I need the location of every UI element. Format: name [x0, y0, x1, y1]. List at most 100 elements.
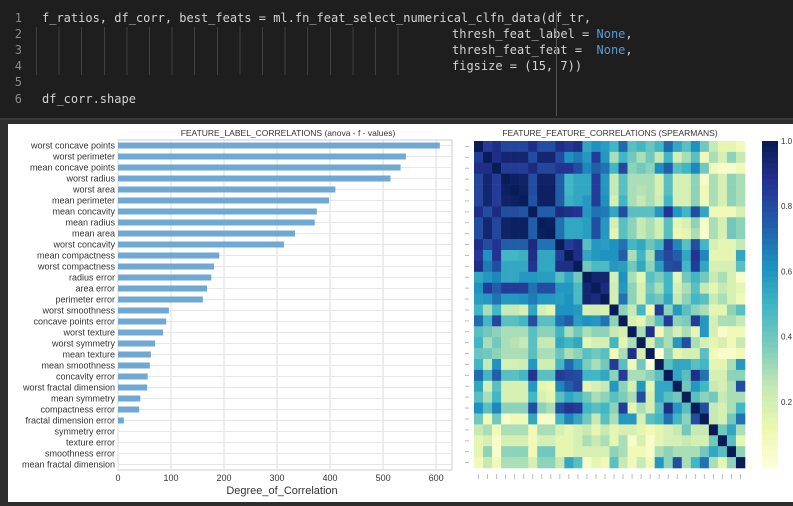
heatmap-cell: [474, 228, 483, 239]
heatmap-cell: [501, 239, 510, 250]
heatmap-cell: [591, 141, 600, 152]
heatmap-cell: [655, 239, 664, 250]
heatmap-cell: [600, 457, 609, 468]
heatmap-cell: [646, 141, 655, 152]
heatmap-cell: [483, 457, 492, 468]
heatmap-cell: [600, 370, 609, 381]
heatmap-cell: [555, 239, 564, 250]
colorbar-segment: [762, 429, 778, 435]
colorbar-tick-label: 0.2: [781, 398, 793, 407]
heatmap-cell: [736, 283, 745, 294]
heatmap-cell: [591, 403, 600, 414]
heatmap-cell: [718, 359, 727, 370]
heatmap-cell: [519, 163, 528, 174]
heatmap-cell: [673, 174, 682, 185]
colorbar-segment: [762, 342, 778, 348]
colorbar-tick-label: 1.0: [781, 137, 793, 146]
heatmap-cell: [474, 370, 483, 381]
heatmap-cell: [501, 152, 510, 163]
code-line-1[interactable]: f_ratios, df_corr, best_feats = ml.fn_fe…: [42, 11, 591, 25]
heatmap-cell: [474, 381, 483, 392]
heatmap-cell: [700, 424, 709, 435]
heatmap-cell: [555, 414, 564, 425]
heatmap-cell: [555, 305, 564, 316]
heatmap-cell: [546, 403, 555, 414]
heatmap-cell: [555, 185, 564, 196]
heatmap-cell: [736, 305, 745, 316]
heatmap-cell: [673, 196, 682, 207]
heatmap-cell: [483, 435, 492, 446]
heatmap-cell: [492, 294, 501, 305]
heatmap-cell: [492, 359, 501, 370]
heatmap-cell: [600, 163, 609, 174]
heatmap-cell: [564, 348, 573, 359]
heatmap-cell: [664, 152, 673, 163]
heatmap-cell: [610, 196, 619, 207]
heatmap-cell: [492, 152, 501, 163]
heatmap-cell: [474, 239, 483, 250]
heatmap-cell: [628, 141, 637, 152]
heatmap-cell: [700, 337, 709, 348]
y-tick-label: mean texture: [62, 350, 115, 360]
heatmap-cell: [564, 326, 573, 337]
code-line-6[interactable]: df_corr.shape: [42, 92, 136, 106]
heatmap-cell: [519, 206, 528, 217]
heatmap-cell: [483, 152, 492, 163]
heatmap-cell: [646, 424, 655, 435]
heatmap-cell: [573, 272, 582, 283]
colorbar-segment: [762, 152, 778, 158]
y-tick-label: worst symmetry: [51, 339, 116, 349]
heatmap-cell: [555, 261, 564, 272]
heatmap-cell: [492, 315, 501, 326]
heatmap-cell: [718, 217, 727, 228]
heatmap-cell: [510, 446, 519, 457]
y-tick-label: worst fractal dimension: [22, 383, 115, 393]
heatmap-cell: [474, 152, 483, 163]
heatmap-cell: [519, 446, 528, 457]
heatmap-cell: [528, 403, 537, 414]
heatmap-cell: [483, 381, 492, 392]
heatmap-cell: [564, 206, 573, 217]
heatmap-cell: [555, 446, 564, 457]
code-line-2[interactable]: thresh_feat_label = None,: [452, 27, 633, 41]
heatmap-cell: [510, 435, 519, 446]
heatmap-cell: [582, 250, 591, 261]
heatmap-cell: [664, 206, 673, 217]
heatmap-cell: [655, 348, 664, 359]
heatmap-cell: [727, 381, 736, 392]
code-line-3[interactable]: thresh_feat_feat = None,: [452, 43, 633, 57]
heatmap-cell: [700, 457, 709, 468]
heatmap-cell: [637, 435, 646, 446]
heatmap-cell: [501, 435, 510, 446]
code-cell[interactable]: 1 f_ratios, df_corr, best_feats = ml.fn_…: [0, 0, 793, 120]
heatmap-cell: [483, 414, 492, 425]
heatmap-cell: [619, 392, 628, 403]
heatmap-cell: [628, 326, 637, 337]
heatmap-cell: [727, 250, 736, 261]
heatmap-cell: [655, 457, 664, 468]
heatmap-cell: [637, 141, 646, 152]
heatmap-cell: [591, 348, 600, 359]
heatmap-cell: [573, 457, 582, 468]
heatmap-cell: [546, 392, 555, 403]
heatmap-cell: [628, 250, 637, 261]
heatmap-cell: [591, 185, 600, 196]
colorbar-segment: [762, 168, 778, 174]
heatmap-cell: [700, 141, 709, 152]
heatmap-cell: [691, 305, 700, 316]
heatmap-cell: [492, 435, 501, 446]
heatmap-cell: [664, 359, 673, 370]
heatmap-cell: [628, 414, 637, 425]
heatmap-cell: [474, 424, 483, 435]
heatmap-cell: [564, 217, 573, 228]
colorbar-segment: [762, 212, 778, 218]
code-line-4[interactable]: figsize = (15, 7)): [452, 59, 582, 73]
heatmap-cell: [736, 403, 745, 414]
heatmap-cell: [610, 261, 619, 272]
heatmap-cell: [528, 305, 537, 316]
heatmap-cell: [682, 152, 691, 163]
heatmap-cell: [591, 446, 600, 457]
y-tick-label: radius error: [69, 273, 115, 283]
heatmap-cell: [727, 196, 736, 207]
heatmap-cell: [673, 315, 682, 326]
